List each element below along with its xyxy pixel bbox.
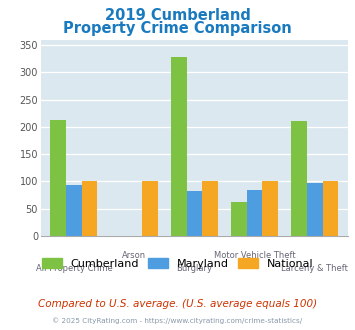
Text: 2019 Cumberland: 2019 Cumberland [105, 8, 250, 23]
Bar [66, 185, 82, 236]
Text: Larceny & Theft: Larceny & Theft [282, 264, 348, 273]
Text: Compared to U.S. average. (U.S. average equals 100): Compared to U.S. average. (U.S. average … [38, 299, 317, 309]
Bar [291, 121, 307, 236]
Bar [50, 120, 66, 236]
Text: Motor Vehicle Theft: Motor Vehicle Theft [214, 251, 295, 260]
Bar [231, 202, 247, 236]
Bar [82, 182, 97, 236]
Bar [247, 190, 262, 236]
Bar [186, 191, 202, 236]
Bar [171, 57, 186, 236]
Text: Property Crime Comparison: Property Crime Comparison [63, 21, 292, 36]
Text: © 2025 CityRating.com - https://www.cityrating.com/crime-statistics/: © 2025 CityRating.com - https://www.city… [53, 317, 302, 324]
Bar [202, 182, 218, 236]
Legend: Cumberland, Maryland, National: Cumberland, Maryland, National [37, 253, 318, 273]
Text: All Property Crime: All Property Crime [36, 264, 112, 273]
Bar [307, 183, 323, 236]
Bar [262, 182, 278, 236]
Text: Burglary: Burglary [176, 264, 212, 273]
Bar [323, 182, 338, 236]
Text: Arson: Arson [122, 251, 146, 260]
Bar [142, 182, 158, 236]
